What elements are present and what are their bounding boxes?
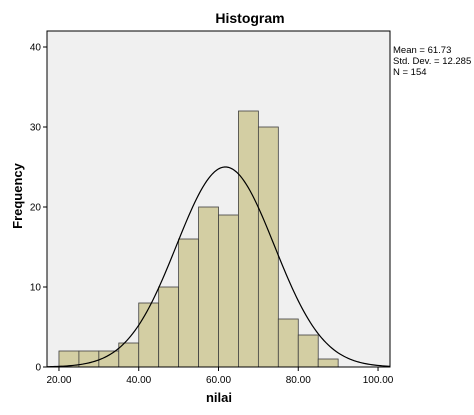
y-axis-ticks: 0 10 20 30 40 xyxy=(30,43,47,374)
std-dev-stat: Std. Dev. = 12.285 xyxy=(393,56,471,67)
x-tick-label: 20.00 xyxy=(46,375,71,386)
summary-statistics: Mean = 61.73 Std. Dev. = 12.285 N = 154 xyxy=(393,45,471,78)
x-axis-label: nilai xyxy=(206,390,232,405)
y-tick-label: 20 xyxy=(30,203,42,214)
n-stat: N = 154 xyxy=(393,67,427,78)
mean-stat: Mean = 61.73 xyxy=(393,45,451,56)
histogram-bar xyxy=(118,342,140,368)
histogram-bar xyxy=(317,358,339,368)
histogram-bar xyxy=(138,302,160,368)
x-axis-ticks: 20.00 40.00 60.00 80.00 100.00 xyxy=(46,367,394,386)
x-tick-label: 80.00 xyxy=(286,375,311,386)
histogram-bar xyxy=(158,286,180,368)
y-tick-label: 0 xyxy=(35,363,41,374)
normal-curve xyxy=(46,166,391,368)
histogram-bar xyxy=(198,206,219,368)
histogram-bar xyxy=(238,110,259,368)
y-tick-label: 30 xyxy=(30,123,42,134)
x-tick-label: 60.00 xyxy=(206,375,231,386)
y-tick-label: 10 xyxy=(30,283,42,294)
histogram-bar xyxy=(218,214,239,368)
x-tick-label: 100.00 xyxy=(363,375,394,386)
y-axis-label: Frequency xyxy=(10,162,25,229)
x-tick-label: 40.00 xyxy=(126,375,151,386)
y-tick-label: 40 xyxy=(30,43,42,54)
histogram-bar xyxy=(297,334,319,368)
chart-title: Histogram xyxy=(215,10,284,26)
histogram-bars xyxy=(58,110,339,368)
histogram-bar xyxy=(277,318,299,368)
histogram-bar xyxy=(178,238,199,368)
